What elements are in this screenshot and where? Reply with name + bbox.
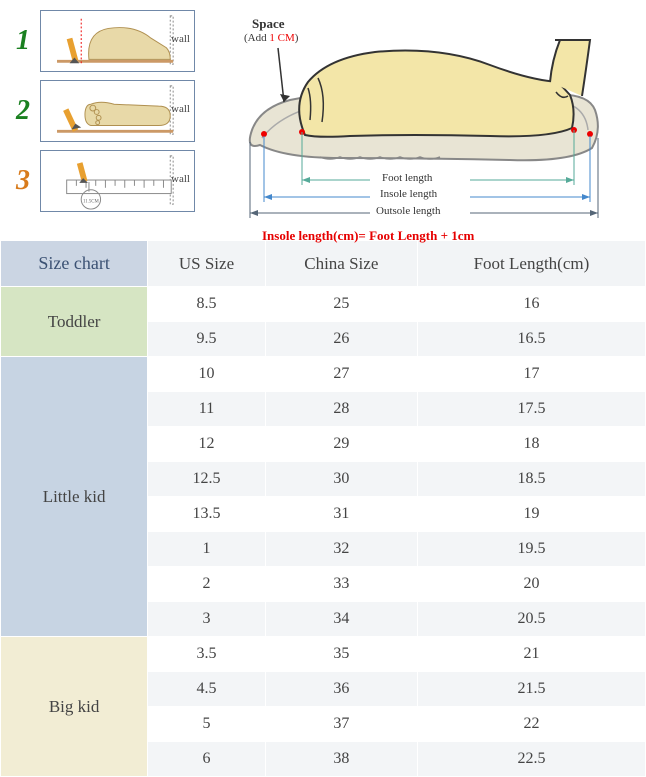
step-1-diagram: wall	[40, 10, 195, 72]
category-little-kid: Little kid	[1, 357, 148, 637]
space-sublabel: (Add 1 CM)	[244, 32, 298, 44]
shoe-diagram: Space (Add 1 CM)	[230, 10, 636, 225]
step-number-3: 3	[10, 165, 36, 197]
step-1: 1 wall	[10, 10, 210, 72]
instructions-section: 1 wall 2	[0, 0, 646, 240]
header-foot-length: Foot Length(cm)	[417, 241, 645, 287]
category-toddler: Toddler	[1, 287, 148, 357]
table-row: Big kid 3.5 35 21	[1, 637, 646, 672]
measurement-steps: 1 wall 2	[10, 10, 210, 225]
outsole-length-label: Outsole length	[376, 205, 440, 217]
step-number-1: 1	[10, 25, 36, 57]
header-size-chart: Size chart	[1, 241, 148, 287]
wall-label-1: wall	[171, 33, 190, 45]
svg-text:11.5CM: 11.5CM	[83, 199, 99, 204]
table-row: Toddler 8.5 25 16	[1, 287, 646, 322]
header-row: Size chart US Size China Size Foot Lengt…	[1, 241, 646, 287]
step-3-diagram: 11.5CM wall	[40, 150, 195, 212]
header-us-size: US Size	[148, 241, 266, 287]
step-2: 2 wall	[10, 80, 210, 142]
wall-label-3: wall	[171, 173, 190, 185]
formula-text: Insole length(cm)= Foot Length + 1cm	[262, 228, 474, 244]
foot-length-label: Foot length	[382, 172, 432, 184]
category-big-kid: Big kid	[1, 637, 148, 777]
step-2-diagram: wall	[40, 80, 195, 142]
size-chart-table: Size chart US Size China Size Foot Lengt…	[0, 240, 646, 777]
table-row: Little kid 10 27 17	[1, 357, 646, 392]
header-china-size: China Size	[265, 241, 417, 287]
insole-length-label: Insole length	[380, 188, 437, 200]
wall-label-2: wall	[171, 103, 190, 115]
step-number-2: 2	[10, 95, 36, 127]
step-3: 3 11.5CM	[10, 150, 210, 212]
space-label: Space	[252, 16, 285, 32]
